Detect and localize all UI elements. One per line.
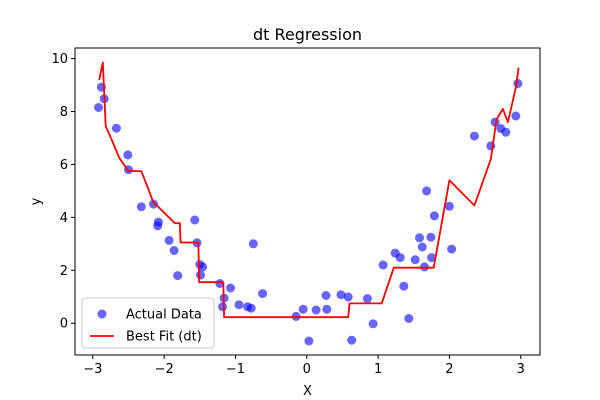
data-point (417, 242, 427, 252)
data-point (218, 302, 228, 312)
data-point (298, 304, 308, 314)
data-point (321, 291, 331, 300)
chart-title: dt Regression (253, 25, 362, 44)
data-point (427, 253, 437, 263)
data-point (304, 336, 314, 346)
y-tick-label: 10 (51, 52, 68, 67)
data-point (248, 239, 258, 249)
y-tick-label: 0 (60, 317, 68, 332)
data-point (336, 290, 346, 300)
data-point (469, 131, 479, 141)
data-point (422, 186, 432, 196)
data-point (378, 260, 388, 270)
axes-frame (74, 47, 541, 356)
data-point (395, 253, 405, 263)
data-point (426, 232, 436, 242)
data-point (322, 304, 332, 314)
data-point (153, 217, 163, 227)
data-point (347, 335, 357, 345)
x-tick-label: 0 (303, 362, 311, 377)
x-tick-label: −1 (226, 362, 245, 377)
x-axis: −3 −2 −1 0 1 2 3 (83, 355, 525, 377)
legend-box (81, 297, 215, 349)
plot-area (94, 61, 523, 346)
data-point (258, 289, 268, 299)
data-point (190, 215, 200, 225)
data-point (246, 303, 256, 313)
y-axis: 0 2 4 6 8 10 (51, 52, 75, 332)
data-point (234, 300, 244, 310)
x-axis-label: X (303, 384, 312, 399)
data-point (149, 199, 158, 209)
data-point (429, 211, 439, 221)
legend: Actual Data Best Fit (dt) (81, 297, 215, 349)
data-point (198, 262, 208, 272)
data-point (368, 319, 378, 329)
data-point (410, 255, 420, 265)
data-point (399, 281, 409, 291)
y-tick-label: 4 (60, 211, 68, 226)
data-point (444, 201, 454, 211)
data-point (173, 271, 183, 281)
x-tick-label: −3 (83, 362, 102, 377)
y-tick-label: 8 (60, 105, 68, 120)
data-point (362, 294, 372, 304)
y-tick-label: 2 (60, 264, 68, 279)
data-point (513, 79, 523, 88)
data-point (196, 270, 205, 280)
data-point (415, 233, 424, 243)
data-point (164, 235, 174, 245)
data-point (94, 103, 103, 112)
data-point (111, 123, 121, 133)
legend-marker-actual-data (97, 309, 107, 319)
data-point (404, 314, 414, 323)
x-tick-label: 2 (445, 362, 453, 377)
data-point (311, 305, 321, 315)
data-point (343, 292, 353, 302)
x-tick-label: 3 (517, 362, 525, 377)
legend-label-actual-data: Actual Data (126, 308, 202, 323)
x-tick-label: −2 (155, 362, 174, 377)
y-tick-label: 6 (60, 158, 68, 173)
data-point (226, 283, 235, 293)
best-fit-line (98, 61, 520, 319)
y-axis-label: y (29, 197, 44, 205)
data-point (511, 111, 521, 121)
data-point (169, 246, 179, 255)
data-point (447, 244, 457, 254)
x-tick-label: 1 (374, 362, 382, 377)
legend-label-best-fit: Best Fit (dt) (126, 330, 202, 345)
data-point (215, 279, 225, 288)
data-point (501, 127, 511, 137)
data-point (136, 202, 146, 212)
data-point (123, 150, 133, 160)
